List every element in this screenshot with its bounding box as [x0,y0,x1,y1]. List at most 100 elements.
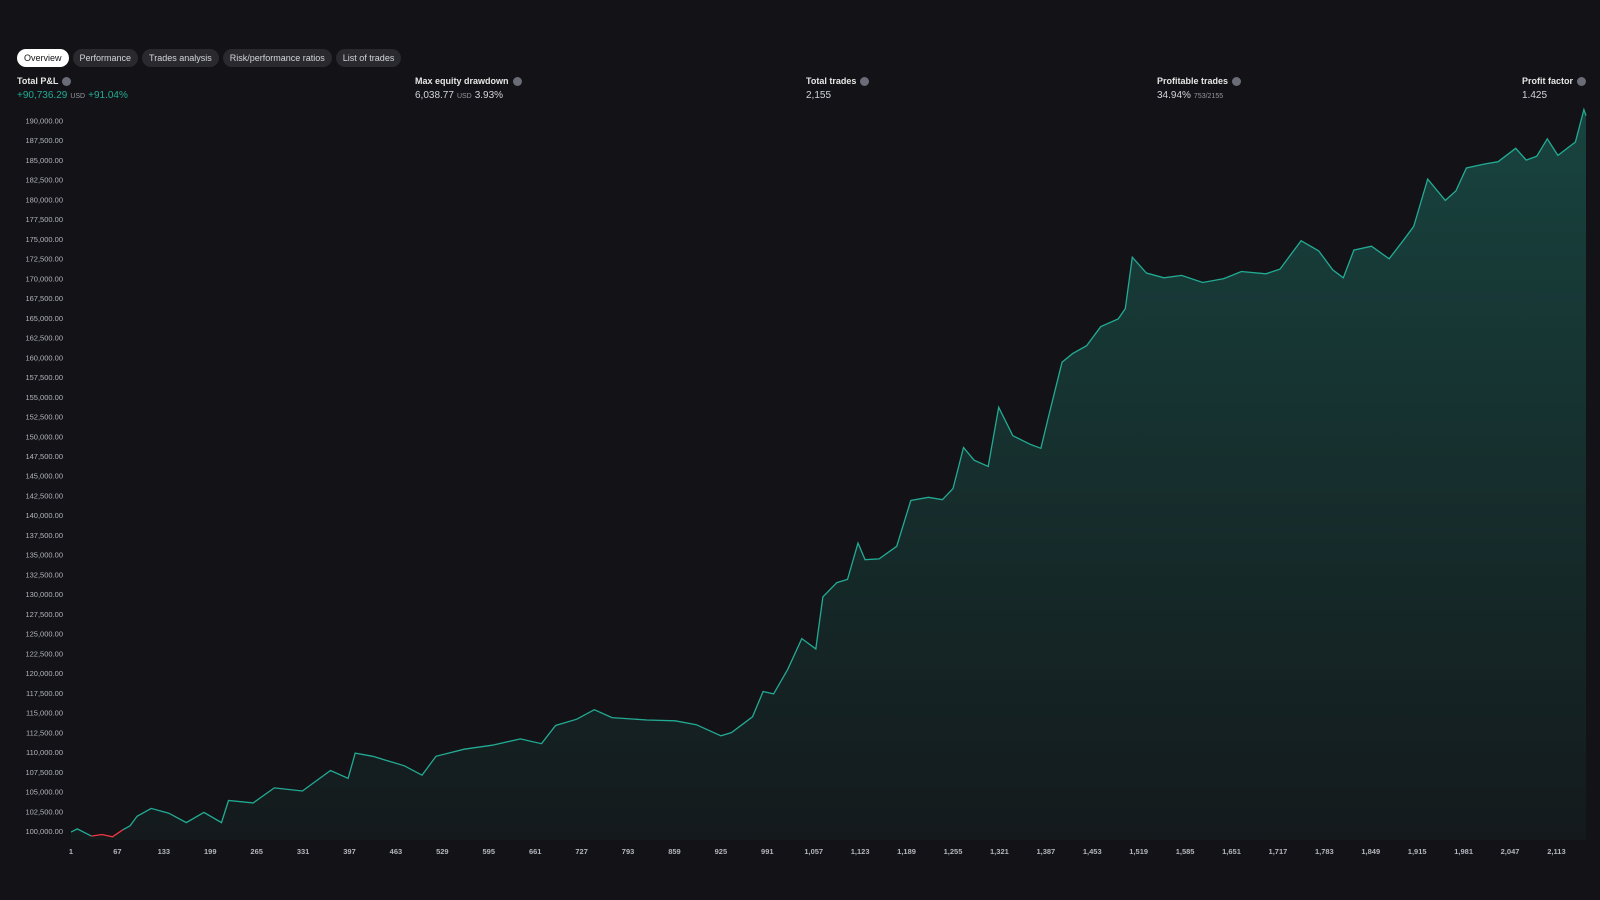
y-tick-label: 167,500.00 [25,294,63,303]
x-tick-label: 397 [343,847,356,856]
x-tick-label: 727 [575,847,588,856]
tab[interactable]: List of trades [335,49,402,67]
stat-label: Profit factor [1522,76,1586,86]
equity-line [70,828,92,837]
y-tick-label: 175,000.00 [25,235,63,244]
x-tick-label: 67 [113,847,121,856]
info-icon[interactable] [1577,76,1586,86]
stat-label-text: Total trades [806,76,857,86]
x-tick-label: 1,519 [1129,847,1148,856]
stat-number: 34.94% [1157,90,1191,101]
stat-value: 6,038.77 USD 3.93% [415,90,522,101]
y-tick-label: 162,500.00 [25,334,63,343]
stat: Profit factor 1.425 [1522,76,1586,101]
stat-label: Profitable trades [1157,76,1242,86]
tab[interactable]: Performance [72,49,139,67]
x-tick-label: 2,047 [1501,847,1520,856]
y-tick-label: 112,500.00 [26,728,63,737]
y-tick-label: 170,000.00 [25,274,63,283]
stat-extra: 3.93% [474,90,504,101]
x-tick-label: 1,123 [851,847,870,856]
x-tick-label: 1,915 [1408,847,1427,856]
y-tick-label: 155,000.00 [25,393,63,402]
x-tick-label: 661 [529,847,542,856]
y-tick-label: 127,500.00 [25,610,63,619]
stat-label-text: Max equity drawdown [415,76,509,86]
equity-line [91,829,124,838]
y-tick-label: 182,500.00 [25,176,63,185]
x-tick-label: 2,113 [1547,847,1565,856]
info-icon[interactable] [1232,76,1242,86]
x-tick-label: 1,783 [1315,847,1334,856]
y-tick-label: 135,000.00 [25,551,63,560]
x-tick-label: 1,651 [1222,847,1241,856]
stat-unit: USD [70,93,86,100]
stat: Total P&L +90,736.29 USD +91.04% [17,76,128,101]
y-tick-label: 140,000.00 [25,511,63,520]
x-tick-label: 991 [761,847,774,856]
x-tick-label: 529 [436,847,449,856]
y-tick-label: 160,000.00 [25,353,63,362]
x-tick-label: 1,255 [944,847,963,856]
y-tick-label: 102,500.00 [25,807,63,816]
x-tick-label: 1,189 [897,847,916,856]
y-tick-label: 152,500.00 [25,413,63,422]
stat-unit: USD [456,93,472,100]
stat-number: 6,038.77 [415,90,454,101]
y-tick-label: 157,500.00 [25,373,63,382]
stat-value: +90,736.29 USD +91.04% [17,90,128,101]
info-icon[interactable] [512,76,522,86]
y-tick-label: 115,000.00 [26,709,63,718]
stat-value: 34.94% 753/2155 [1157,90,1241,101]
y-tick-label: 147,500.00 [25,452,63,461]
tab[interactable]: Trades analysis [142,49,219,67]
x-tick-label: 793 [622,847,635,856]
x-tick-label: 925 [715,847,728,856]
y-tick-label: 130,000.00 [25,590,63,599]
tab[interactable]: Risk/performance ratios [222,49,332,67]
stat-label-text: Total P&L [17,76,59,86]
equity-area [71,109,1586,841]
x-tick-label: 265 [250,847,263,856]
x-tick-label: 1,387 [1036,847,1055,856]
stat-value: 1.425 [1522,90,1586,101]
x-tick-label: 1,717 [1269,847,1288,856]
x-tick-label: 199 [204,847,217,856]
y-tick-label: 120,000.00 [25,669,63,678]
y-tick-label: 110,000.00 [26,748,63,757]
stat-label: Max equity drawdown [415,76,522,86]
x-tick-label: 133 [158,847,171,856]
y-tick-label: 187,500.00 [25,136,63,145]
stat: Total trades 2,155 [806,76,870,101]
stat: Profitable trades 34.94% 753/2155 [1157,76,1242,101]
x-tick-label: 1,981 [1454,847,1473,856]
stat-extra: 753/2155 [1193,93,1224,100]
x-tick-label: 859 [668,847,681,856]
stat-number: 2,155 [806,90,832,101]
x-tick-label: 463 [390,847,403,856]
y-tick-label: 150,000.00 [25,432,63,441]
y-tick-label: 165,000.00 [25,314,63,323]
y-tick-label: 190,000.00 [25,116,63,125]
info-icon[interactable] [860,76,870,86]
x-tick-label: 331 [297,847,310,856]
y-tick-label: 125,000.00 [25,630,63,639]
info-icon[interactable] [62,76,72,86]
x-tick-label: 595 [483,847,496,856]
tab[interactable]: Overview [17,49,69,67]
y-tick-label: 177,500.00 [25,215,63,224]
y-tick-label: 142,500.00 [25,491,63,500]
stat-value: 2,155 [806,90,869,101]
x-tick-label: 1,453 [1083,847,1102,856]
y-tick-label: 180,000.00 [25,195,63,204]
x-tick-label: 1,585 [1176,847,1195,856]
x-tick-label: 1,849 [1361,847,1380,856]
x-tick-label: 1 [69,847,73,856]
stat-label-text: Profit factor [1521,76,1573,86]
x-tick-label: 1,057 [804,847,823,856]
stat-extra: +91.04% [88,90,128,101]
y-tick-label: 137,500.00 [25,531,63,540]
y-tick-label: 107,500.00 [25,768,63,777]
